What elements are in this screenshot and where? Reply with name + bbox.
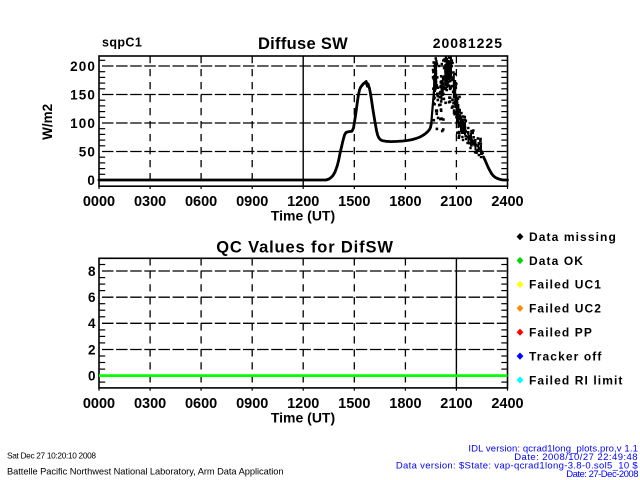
svg-text:Date: 27-Dec-2008: Date: 27-Dec-2008	[566, 469, 638, 480]
svg-text:0600: 0600	[185, 396, 217, 412]
svg-text:Time (UT): Time (UT)	[271, 409, 335, 425]
svg-text:6: 6	[88, 290, 96, 305]
svg-text:Failed PP: Failed PP	[529, 326, 593, 340]
svg-text:2: 2	[88, 342, 96, 357]
svg-text:0: 0	[87, 173, 96, 188]
svg-text:2100: 2100	[440, 194, 472, 210]
svg-text:0000: 0000	[83, 194, 115, 210]
svg-text:Sat Dec 27 10:20:10 2008: Sat Dec 27 10:20:10 2008	[7, 451, 96, 461]
svg-text:0000: 0000	[83, 396, 115, 412]
svg-text:Data missing: Data missing	[529, 230, 617, 244]
svg-text:100: 100	[70, 116, 96, 131]
svg-text:Tracker off: Tracker off	[529, 349, 602, 363]
svg-text:8: 8	[88, 264, 96, 279]
svg-text:Data OK: Data OK	[529, 254, 584, 268]
svg-text:1200: 1200	[287, 396, 319, 412]
svg-text:Battelle Pacific Northwest Nat: Battelle Pacific Northwest National Labo…	[7, 467, 284, 477]
svg-text:0900: 0900	[236, 396, 268, 412]
svg-text:0: 0	[88, 368, 96, 383]
svg-text:0300: 0300	[134, 396, 166, 412]
svg-text:1800: 1800	[389, 194, 421, 210]
svg-text:0900: 0900	[236, 194, 268, 210]
svg-text:Date: 2008/10/27 22:49:48: Date: 2008/10/27 22:49:48	[514, 452, 638, 463]
svg-text:Diffuse SW: Diffuse SW	[258, 35, 348, 53]
svg-text:0600: 0600	[185, 194, 217, 210]
svg-text:2400: 2400	[491, 194, 523, 210]
svg-text:200: 200	[70, 59, 96, 74]
svg-text:2100: 2100	[440, 396, 472, 412]
svg-text:QC Values for DifSW: QC Values for DifSW	[216, 238, 394, 256]
svg-text:20081225: 20081225	[433, 35, 503, 51]
svg-text:150: 150	[70, 87, 96, 102]
svg-text:W/m2: W/m2	[40, 104, 55, 140]
svg-text:1800: 1800	[389, 396, 421, 412]
svg-text:1500: 1500	[338, 194, 370, 210]
svg-text:Failed RI limit: Failed RI limit	[529, 373, 624, 387]
svg-text:4: 4	[88, 316, 96, 331]
svg-text:2400: 2400	[491, 396, 523, 412]
svg-text:1500: 1500	[338, 396, 370, 412]
svg-text:IDL version: qcrad1long_plots.: IDL version: qcrad1long_plots.pro,v 1.1	[468, 444, 638, 455]
svg-text:1200: 1200	[287, 194, 319, 210]
svg-text:Failed UC1: Failed UC1	[529, 278, 602, 292]
svg-text:50: 50	[79, 144, 96, 159]
svg-text:Time (UT): Time (UT)	[271, 208, 335, 224]
svg-text:Data version: $State: vap-qcra: Data version: $State: vap-qcrad1long-3.8…	[396, 461, 639, 472]
svg-text:0300: 0300	[134, 194, 166, 210]
svg-text:sqpC1: sqpC1	[102, 36, 142, 50]
svg-text:Failed UC2: Failed UC2	[529, 302, 602, 316]
